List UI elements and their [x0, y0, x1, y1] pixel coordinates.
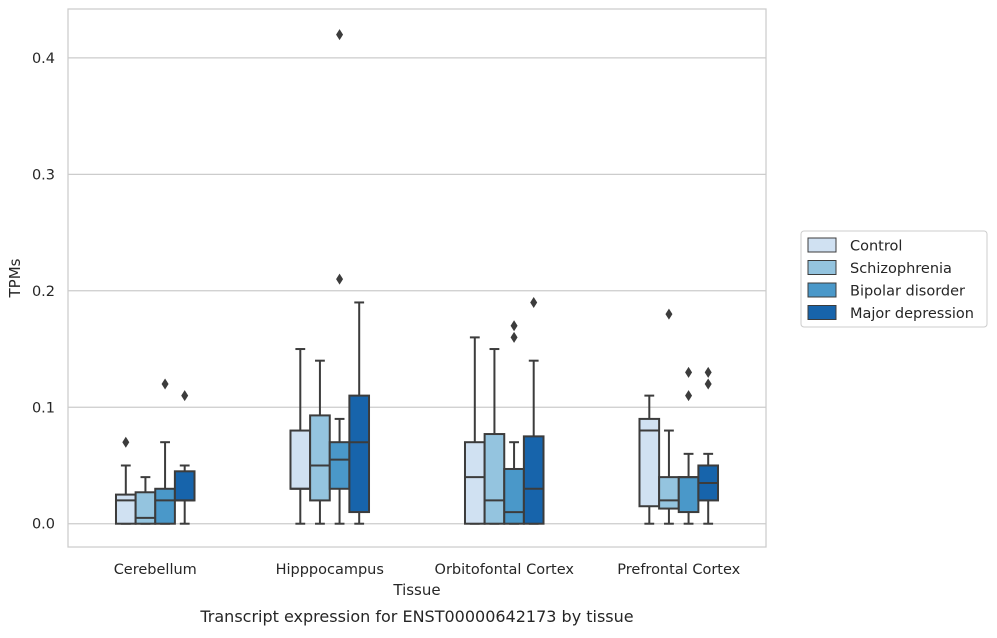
outlier-point [530, 296, 538, 308]
outlier-point [704, 366, 712, 378]
y-tick-labels: 0.0 0.1 0.2 0.3 0.4 [32, 51, 55, 533]
legend-frame [800, 230, 988, 328]
y-tick-label: 0.3 [32, 167, 55, 183]
x-axis-label: Tissue [392, 581, 440, 599]
x-tick-labels: Cerebellum Hipppocampus Orbitofontal Corte… [114, 562, 741, 578]
box-iqr [134, 491, 157, 525]
box-major-depression [348, 301, 371, 525]
y-axis-label: TPMs [6, 258, 24, 298]
x-tick-label: Hipppocampus [276, 562, 384, 578]
box-iqr [348, 394, 371, 514]
box-iqr [522, 435, 545, 525]
outlier-point [510, 320, 518, 332]
box-layer [114, 29, 720, 525]
legend-label: Schizophrenia [850, 261, 952, 277]
box-iqr [677, 476, 700, 514]
box-iqr [154, 487, 176, 525]
box-bipolar-disorder [503, 320, 525, 525]
box-iqr [289, 429, 312, 490]
grid-layer [68, 57, 766, 525]
box-major-depression [173, 390, 196, 525]
outlier-point [704, 378, 712, 390]
box-major-depression [697, 366, 720, 525]
x-tick-label: Orbitofontal Cortex [435, 562, 575, 578]
x-tick-label: Cerebellum [114, 562, 197, 578]
legend-label: Major depression [850, 306, 974, 322]
legend-swatch [807, 282, 837, 298]
legend-label: Bipolar disorder [850, 284, 965, 300]
outlier-point [510, 331, 518, 343]
box-iqr [503, 467, 525, 525]
box-bipolar-disorder [328, 29, 351, 525]
box-bipolar-disorder [677, 366, 700, 525]
box-control [463, 336, 486, 525]
chart-caption: Transcript expression for ENST0000064217… [199, 607, 633, 626]
box-schizophrenia [309, 359, 331, 525]
outlier-point [161, 378, 169, 390]
legend-swatch [807, 305, 837, 320]
outlier-point [685, 366, 693, 378]
box-control [289, 348, 312, 525]
y-tick-label: 0.0 [32, 517, 55, 533]
outlier-point [181, 390, 189, 402]
outlier-point [336, 273, 344, 285]
plot-frame [67, 8, 767, 548]
box-iqr [658, 476, 680, 510]
box-control [638, 394, 661, 525]
outlier-point [336, 29, 344, 41]
outlier-point [122, 436, 130, 448]
box-bipolar-disorder [154, 378, 176, 525]
box-iqr [483, 433, 506, 525]
box-iqr [638, 417, 661, 508]
box-control [114, 436, 137, 525]
box-iqr [463, 441, 486, 525]
y-tick-label: 0.1 [32, 400, 55, 416]
box-iqr [328, 441, 351, 490]
y-tick-label: 0.4 [32, 51, 55, 67]
outlier-point [685, 390, 693, 402]
x-tick-label: Prefrontal Cortex [617, 562, 740, 578]
legend-label: Control [850, 239, 902, 255]
y-tick-label: 0.2 [32, 284, 55, 300]
legend-swatch [807, 237, 837, 253]
box-schizophrenia [134, 476, 157, 525]
outlier-point [665, 308, 673, 320]
box-major-depression [522, 296, 545, 525]
box-iqr [309, 414, 331, 502]
box-schizophrenia [658, 308, 680, 525]
legend-swatch [807, 260, 837, 275]
box-schizophrenia [483, 348, 506, 525]
box-iqr [114, 493, 137, 525]
box-iqr [173, 470, 196, 502]
legend: Control Schizophrenia Bipolar disorder Majo… [800, 230, 988, 328]
